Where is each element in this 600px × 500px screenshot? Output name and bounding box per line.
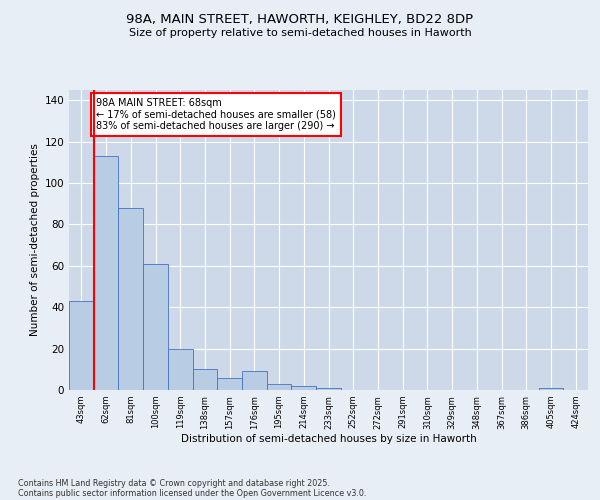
Bar bbox=[143, 264, 168, 390]
Text: 98A MAIN STREET: 68sqm
← 17% of semi-detached houses are smaller (58)
83% of sem: 98A MAIN STREET: 68sqm ← 17% of semi-det… bbox=[96, 98, 336, 132]
Bar bbox=[292, 386, 316, 390]
Bar bbox=[316, 388, 341, 390]
Bar bbox=[217, 378, 242, 390]
Bar bbox=[242, 372, 267, 390]
Text: 98A, MAIN STREET, HAWORTH, KEIGHLEY, BD22 8DP: 98A, MAIN STREET, HAWORTH, KEIGHLEY, BD2… bbox=[127, 12, 473, 26]
X-axis label: Distribution of semi-detached houses by size in Haworth: Distribution of semi-detached houses by … bbox=[181, 434, 476, 444]
Bar bbox=[94, 156, 118, 390]
Y-axis label: Number of semi-detached properties: Number of semi-detached properties bbox=[30, 144, 40, 336]
Text: Contains public sector information licensed under the Open Government Licence v3: Contains public sector information licen… bbox=[18, 488, 367, 498]
Bar bbox=[118, 208, 143, 390]
Bar bbox=[539, 388, 563, 390]
Text: Contains HM Land Registry data © Crown copyright and database right 2025.: Contains HM Land Registry data © Crown c… bbox=[18, 478, 330, 488]
Bar bbox=[69, 301, 94, 390]
Bar bbox=[267, 384, 292, 390]
Bar bbox=[168, 348, 193, 390]
Bar bbox=[193, 370, 217, 390]
Text: Size of property relative to semi-detached houses in Haworth: Size of property relative to semi-detach… bbox=[128, 28, 472, 38]
